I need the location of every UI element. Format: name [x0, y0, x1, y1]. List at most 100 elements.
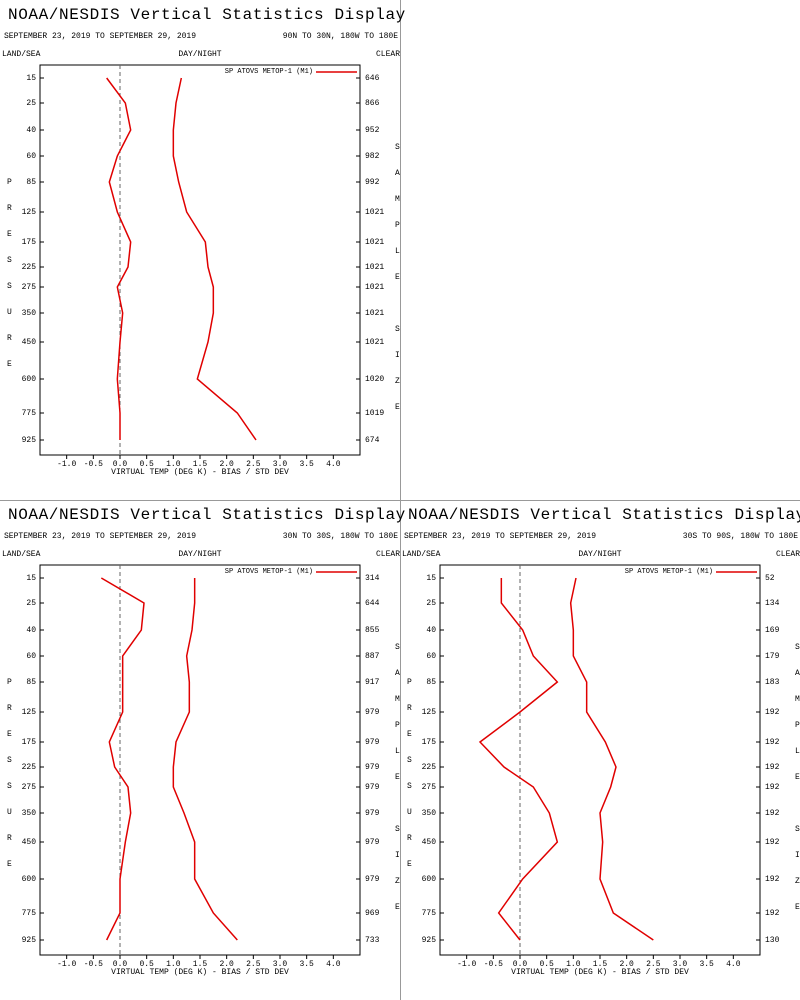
letter: E	[395, 903, 400, 912]
x-tick-label: 0.5	[539, 960, 554, 969]
letter: Z	[795, 877, 800, 886]
pressure-label: 175	[422, 738, 437, 747]
x-tick-label: -0.5	[484, 960, 503, 969]
letter: A	[795, 669, 800, 678]
pressure-label: 925	[22, 436, 37, 445]
letter: S	[395, 143, 400, 152]
x-axis-label: VIRTUAL TEMP (DEG K) - BIAS / STD DEV	[111, 968, 289, 977]
sample-size: 192	[765, 809, 780, 818]
pressure-label: 125	[422, 708, 437, 717]
letter: P	[407, 678, 412, 687]
panel: NOAA/NESDIS Vertical Statistics Display S…	[2, 506, 405, 977]
y-axis-label: P R E S S U R E	[7, 678, 12, 869]
pressure-label: 775	[422, 909, 437, 918]
x-tick-label: 0.0	[113, 960, 128, 969]
sample-size: 674	[365, 436, 380, 445]
sample-size: 1021	[365, 208, 384, 217]
x-tick-label: 0.0	[113, 460, 128, 469]
letter: E	[395, 273, 400, 282]
pressure-label: 25	[426, 599, 436, 608]
bias-line	[106, 77, 132, 440]
day-night: DAY/NIGHT	[578, 550, 621, 559]
x-tick-label: 3.5	[299, 460, 314, 469]
letter: R	[7, 334, 12, 343]
letter: M	[395, 195, 400, 204]
sample-size: 179	[765, 652, 780, 661]
letter: L	[395, 747, 400, 756]
letter: R	[7, 834, 12, 843]
x-tick-label: 1.0	[166, 460, 181, 469]
land-sea: LAND/SEA	[2, 50, 41, 59]
pressure-label: 125	[22, 708, 37, 717]
letter: R	[7, 204, 12, 213]
letter: E	[795, 773, 800, 782]
sample-size: 192	[765, 708, 780, 717]
region: 30N TO 30S, 180W TO 180E	[283, 532, 398, 541]
letter: R	[407, 834, 412, 843]
pressure-label: 15	[26, 574, 36, 583]
sample-size: 969	[365, 909, 380, 918]
letter	[395, 799, 400, 808]
letter: M	[795, 695, 800, 704]
sample-size: 130	[765, 936, 780, 945]
letter	[795, 799, 800, 808]
pressure-label: 225	[22, 763, 37, 772]
pressure-label: 600	[422, 875, 437, 884]
letter: A	[395, 169, 400, 178]
pressure-label: 60	[26, 152, 36, 161]
x-tick-label: 2.5	[646, 960, 661, 969]
letter: P	[395, 721, 400, 730]
letter: E	[7, 730, 12, 739]
sample-size: 192	[765, 875, 780, 884]
letter: E	[795, 903, 800, 912]
pressure-label: 275	[422, 783, 437, 792]
sample-size: 1021	[365, 263, 384, 272]
x-tick-label: 2.0	[219, 960, 234, 969]
letter: S	[795, 825, 800, 834]
letter: P	[7, 678, 12, 687]
pressure-label: 25	[26, 599, 36, 608]
clear: CLEAR	[376, 50, 400, 59]
sample-size: 979	[365, 809, 380, 818]
letter: I	[795, 851, 800, 860]
sample-size: 982	[365, 152, 380, 161]
x-tick-label: 1.5	[193, 960, 208, 969]
letter: A	[395, 669, 400, 678]
x-tick-label: 2.0	[619, 960, 634, 969]
x-tick-label: 1.0	[166, 960, 181, 969]
panel-title: NOAA/NESDIS Vertical Statistics Display	[8, 6, 406, 24]
pressure-label: 85	[26, 178, 36, 187]
pressure-label: 60	[26, 652, 36, 661]
pressure-label: 275	[22, 283, 37, 292]
sample-size: 192	[765, 763, 780, 772]
region: 90N TO 30N, 180W TO 180E	[283, 32, 398, 41]
letter: U	[7, 808, 12, 817]
pressure-label: 15	[426, 574, 436, 583]
sample-size: 979	[365, 738, 380, 747]
sample-size: 314	[365, 574, 380, 583]
x-tick-label: 3.0	[273, 960, 288, 969]
letter: Z	[395, 377, 400, 386]
sample-size: 1021	[365, 238, 384, 247]
letter: P	[7, 178, 12, 187]
letter: L	[395, 247, 400, 256]
pressure-label: 125	[22, 208, 37, 217]
letter: S	[795, 643, 800, 652]
pressure-label: 775	[22, 909, 37, 918]
pressure-label: 275	[22, 783, 37, 792]
x-tick-label: -0.5	[84, 960, 103, 969]
letter: S	[7, 256, 12, 265]
bias-line	[100, 577, 145, 941]
pressure-label: 40	[26, 626, 36, 635]
letter: S	[395, 325, 400, 334]
sample-size: 979	[365, 875, 380, 884]
pressure-label: 15	[26, 74, 36, 83]
letter: R	[7, 704, 12, 713]
pressure-label: 600	[22, 375, 37, 384]
y2-axis-label: S A M P L E S I Z E	[795, 643, 800, 912]
letter: I	[395, 851, 400, 860]
region: 30S TO 90S, 180W TO 180E	[683, 532, 798, 541]
letter: E	[407, 730, 412, 739]
x-tick-label: 3.5	[699, 960, 714, 969]
